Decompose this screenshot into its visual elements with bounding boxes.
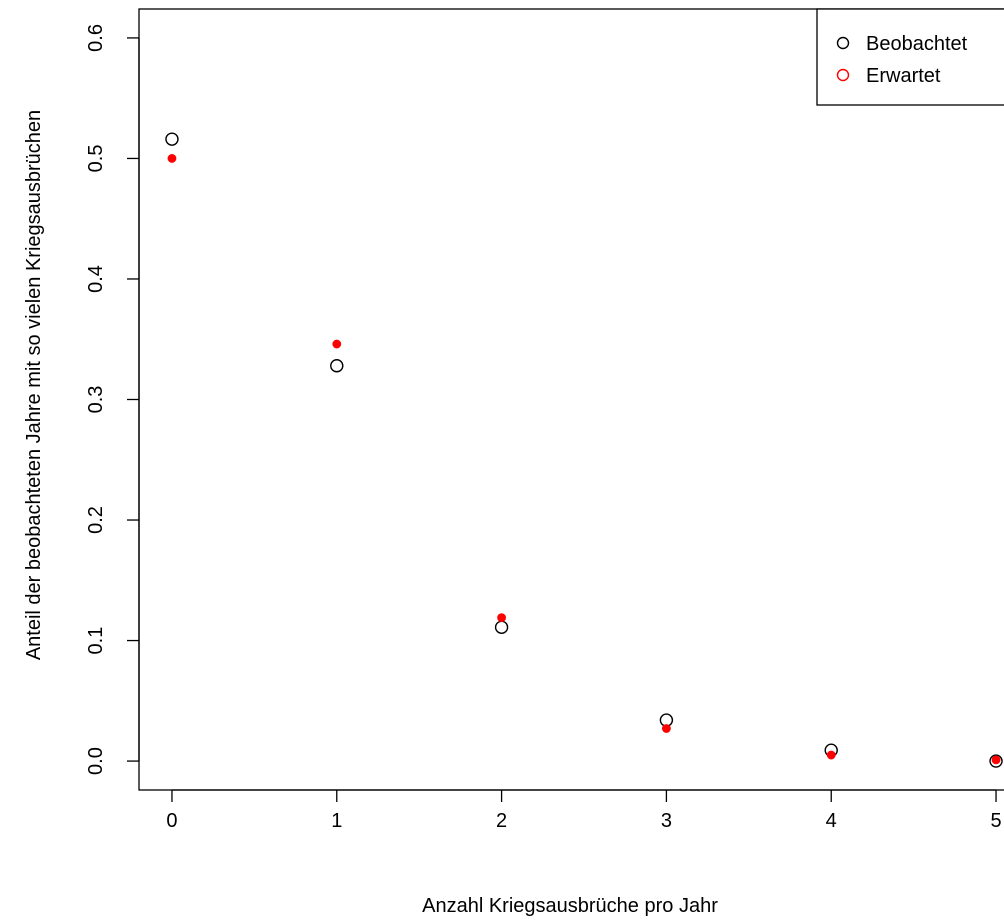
legend-box [816, 8, 1004, 106]
x-axis: 0 1 2 3 4 5 [166, 789, 1002, 832]
x-axis-title: Anzahl Kriegsausbrüche pro Jahr [422, 895, 718, 917]
point-erwartet-2 [497, 613, 506, 623]
x-tick-label-0: 0 [166, 810, 177, 832]
y-tick-label-0.0: 0.0 [85, 747, 107, 775]
point-beobachtet-5 [989, 754, 1003, 768]
y-tick-label-0.3: 0.3 [85, 386, 107, 414]
point-erwartet-1 [332, 339, 342, 349]
y-tick-label-0.6: 0.6 [85, 24, 107, 52]
x-tick-label-1: 1 [331, 810, 342, 832]
y-tick-label-0.2: 0.2 [85, 506, 107, 534]
x-tick-label-5: 5 [990, 810, 1001, 832]
point-beobachtet-0 [165, 132, 179, 146]
legend-label-erwartet: Erwartet [866, 65, 941, 87]
point-erwartet-5 [991, 755, 1001, 765]
legend-marker-erwartet [836, 68, 850, 82]
y-tick-label-0.4: 0.4 [85, 265, 107, 293]
legend: Beobachtet Erwartet [816, 8, 1004, 106]
x-tick-label-4: 4 [826, 810, 837, 832]
point-beobachtet-1 [330, 359, 344, 373]
y-tick-label-0.5: 0.5 [85, 145, 107, 173]
legend-label-beobachtet: Beobachtet [866, 33, 968, 55]
point-erwartet-3 [662, 724, 671, 733]
y-tick-label-0.1: 0.1 [85, 627, 107, 655]
x-tick-label-3: 3 [661, 810, 672, 832]
point-erwartet-4 [826, 750, 836, 760]
data-points [165, 132, 1003, 768]
y-axis: 0.0 0.1 0.2 0.3 0.4 0.5 0.6 [85, 24, 140, 775]
plot-frame [138, 8, 1004, 791]
point-beobachtet-2 [494, 620, 509, 634]
point-erwartet-0 [167, 154, 177, 163]
x-tick-label-2: 2 [496, 810, 507, 832]
legend-marker-beobachtet [836, 36, 850, 50]
y-axis-title: Anteil der beobachteten Jahre mit so vie… [23, 110, 45, 660]
